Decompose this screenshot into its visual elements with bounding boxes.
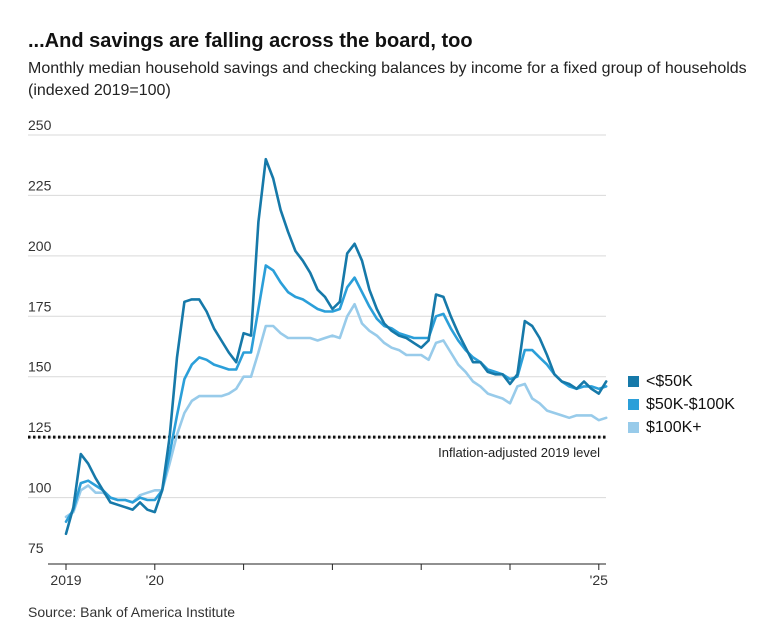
reference-line-label: Inflation-adjusted 2019 level — [438, 445, 600, 460]
source-note: Source: Bank of America Institute — [28, 604, 235, 620]
legend: <$50K $50K-$100K $100K+ — [628, 370, 735, 439]
legend-swatch-low — [628, 376, 639, 387]
legend-item-mid: $50K-$100K — [628, 393, 735, 416]
series-line-high — [64, 302, 608, 519]
legend-item-low: <$50K — [628, 370, 735, 393]
y-tick-label-200: 200 — [28, 238, 52, 254]
y-tick-label-100: 100 — [28, 480, 52, 496]
axes: 2019 '20 '25 — [48, 563, 608, 588]
series-line-low — [64, 157, 608, 536]
x-tick-label-0: 2019 — [50, 572, 81, 588]
legend-item-high: $100K+ — [628, 416, 735, 439]
legend-label-high: $100K+ — [646, 418, 702, 436]
legend-label-low: <$50K — [646, 372, 693, 390]
y-tick-label-75: 75 — [28, 540, 44, 556]
chart-subtitle: Monthly median household savings and che… — [28, 60, 747, 99]
x-tick-label-1: '20 — [146, 572, 164, 588]
chart-title: ...And savings are falling across the bo… — [28, 30, 473, 52]
reference-line-group: Inflation-adjusted 2019 level — [28, 435, 606, 460]
gridlines: 250 225 200 175 150 125 100 75 — [28, 117, 606, 556]
series-lines — [64, 157, 608, 536]
legend-swatch-mid — [628, 399, 639, 410]
y-tick-label-150: 150 — [28, 359, 52, 375]
y-tick-label-125: 125 — [28, 419, 52, 435]
y-tick-label-225: 225 — [28, 177, 52, 193]
y-tick-label-250: 250 — [28, 117, 52, 133]
legend-swatch-high — [628, 422, 639, 433]
x-tick-label-6: '25 — [590, 572, 608, 588]
legend-label-mid: $50K-$100K — [646, 395, 735, 413]
y-tick-label-175: 175 — [28, 298, 52, 314]
